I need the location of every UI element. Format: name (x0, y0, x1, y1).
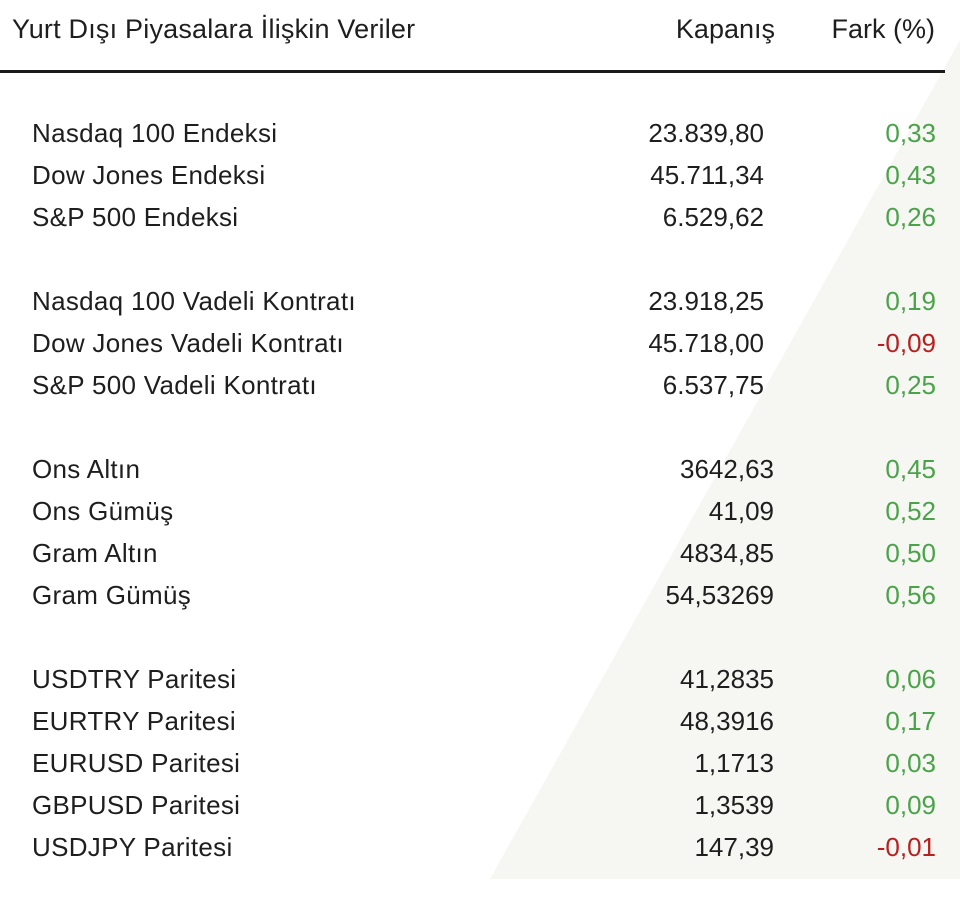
close-value: 3642,63 (680, 454, 774, 484)
instrument-name: Nasdaq 100 Endeksi (32, 118, 278, 148)
row-group: Nasdaq 100 Endeksi 23.839,80 0,33 Dow Jones… (0, 112, 960, 238)
page-title: Yurt Dışı Piyasalara İlişkin Veriler (12, 14, 416, 44)
close-value: 147,39 (694, 832, 774, 862)
close-value: 1,1713 (694, 748, 774, 778)
close-value: 4834,85 (680, 538, 774, 568)
table-row: Dow Jones Vadeli Kontratı 45.718,00 -0,09 (0, 322, 960, 364)
diff-value: 0,33 (885, 118, 936, 148)
table-row: Dow Jones Endeksi 45.711,34 0,43 (0, 154, 960, 196)
close-value: 23.918,25 (648, 286, 764, 316)
diff-value: 0,25 (885, 370, 936, 400)
diff-value: 0,06 (885, 664, 936, 694)
instrument-name: Ons Altın (32, 454, 141, 484)
table-row: S&P 500 Vadeli Kontratı 6.537,75 0,25 (0, 364, 960, 406)
close-value: 41,09 (708, 496, 774, 526)
close-value: 6.529,62 (662, 202, 764, 232)
instrument-name: Dow Jones Vadeli Kontratı (32, 328, 344, 358)
close-value: 23.839,80 (648, 118, 764, 148)
instrument-name: USDJPY Paritesi (32, 832, 233, 862)
close-value: 41,2835 (680, 664, 774, 694)
table-row: Nasdaq 100 Vadeli Kontratı 23.918,25 0,19 (0, 280, 960, 322)
diff-value: 0,50 (885, 538, 936, 568)
instrument-name: GBPUSD Paritesi (32, 790, 241, 820)
table-row: GBPUSD Paritesi 1,3539 0,09 (0, 784, 960, 826)
instrument-name: EURUSD Paritesi (32, 748, 241, 778)
close-value: 45.711,34 (650, 160, 764, 190)
instrument-name: Gram Altın (32, 538, 158, 568)
table-row: Gram Gümüş 54,53269 0,56 (0, 574, 960, 616)
instrument-name: EURTRY Paritesi (32, 706, 236, 736)
table-row: Gram Altın 4834,85 0,50 (0, 532, 960, 574)
close-value: 54,53269 (665, 580, 774, 610)
close-value: 48,3916 (680, 706, 774, 736)
row-group: USDTRY Paritesi 41,2835 0,06 EURTRY Parites… (0, 658, 960, 868)
instrument-name: USDTRY Paritesi (32, 664, 237, 694)
close-column-header: Kapanış (675, 14, 775, 44)
diff-value: 0,56 (885, 580, 936, 610)
table-row: Ons Gümüş 41,09 0,52 (0, 490, 960, 532)
table-row: S&P 500 Endeksi 6.529,62 0,26 (0, 196, 960, 238)
table-row: Nasdaq 100 Endeksi 23.839,80 0,33 (0, 112, 960, 154)
table-row: USDTRY Paritesi 41,2835 0,06 (0, 658, 960, 700)
diff-value: 0,17 (885, 706, 936, 736)
diff-value: 0,52 (885, 496, 936, 526)
instrument-name: Ons Gümüş (32, 496, 174, 526)
diff-value: 0,19 (885, 286, 936, 316)
instrument-name: S&P 500 Endeksi (32, 202, 239, 232)
close-value: 1,3539 (694, 790, 774, 820)
diff-value: 0,26 (885, 202, 936, 232)
instrument-name: S&P 500 Vadeli Kontratı (32, 370, 317, 400)
table-row: Ons Altın 3642,63 0,45 (0, 448, 960, 490)
close-value: 45.718,00 (648, 328, 764, 358)
diff-value: -0,09 (876, 328, 936, 358)
diff-value: 0,43 (885, 160, 936, 190)
row-group: Nasdaq 100 Vadeli Kontratı 23.918,25 0,19 D… (0, 280, 960, 406)
diff-value: 0,03 (885, 748, 936, 778)
table-row: EURTRY Paritesi 48,3916 0,17 (0, 700, 960, 742)
instrument-name: Dow Jones Endeksi (32, 160, 266, 190)
row-group: Ons Altın 3642,63 0,45 Ons Gümüş 41,09 0,52 Gr… (0, 448, 960, 616)
table-header: Yurt Dışı Piyasalara İlişkin Veriler Kap… (0, 0, 945, 73)
instrument-name: Gram Gümüş (32, 580, 192, 610)
diff-value: -0,01 (876, 832, 936, 862)
table-row: USDJPY Paritesi 147,39 -0,01 (0, 826, 960, 868)
table-row: EURUSD Paritesi 1,1713 0,03 (0, 742, 960, 784)
diff-column-header: Fark (%) (831, 14, 936, 44)
diff-value: 0,09 (885, 790, 936, 820)
market-data-table: Nasdaq 100 Endeksi 23.839,80 0,33 Dow Jones… (0, 112, 960, 910)
instrument-name: Nasdaq 100 Vadeli Kontratı (32, 286, 356, 316)
close-value: 6.537,75 (662, 370, 764, 400)
diff-value: 0,45 (885, 454, 936, 484)
